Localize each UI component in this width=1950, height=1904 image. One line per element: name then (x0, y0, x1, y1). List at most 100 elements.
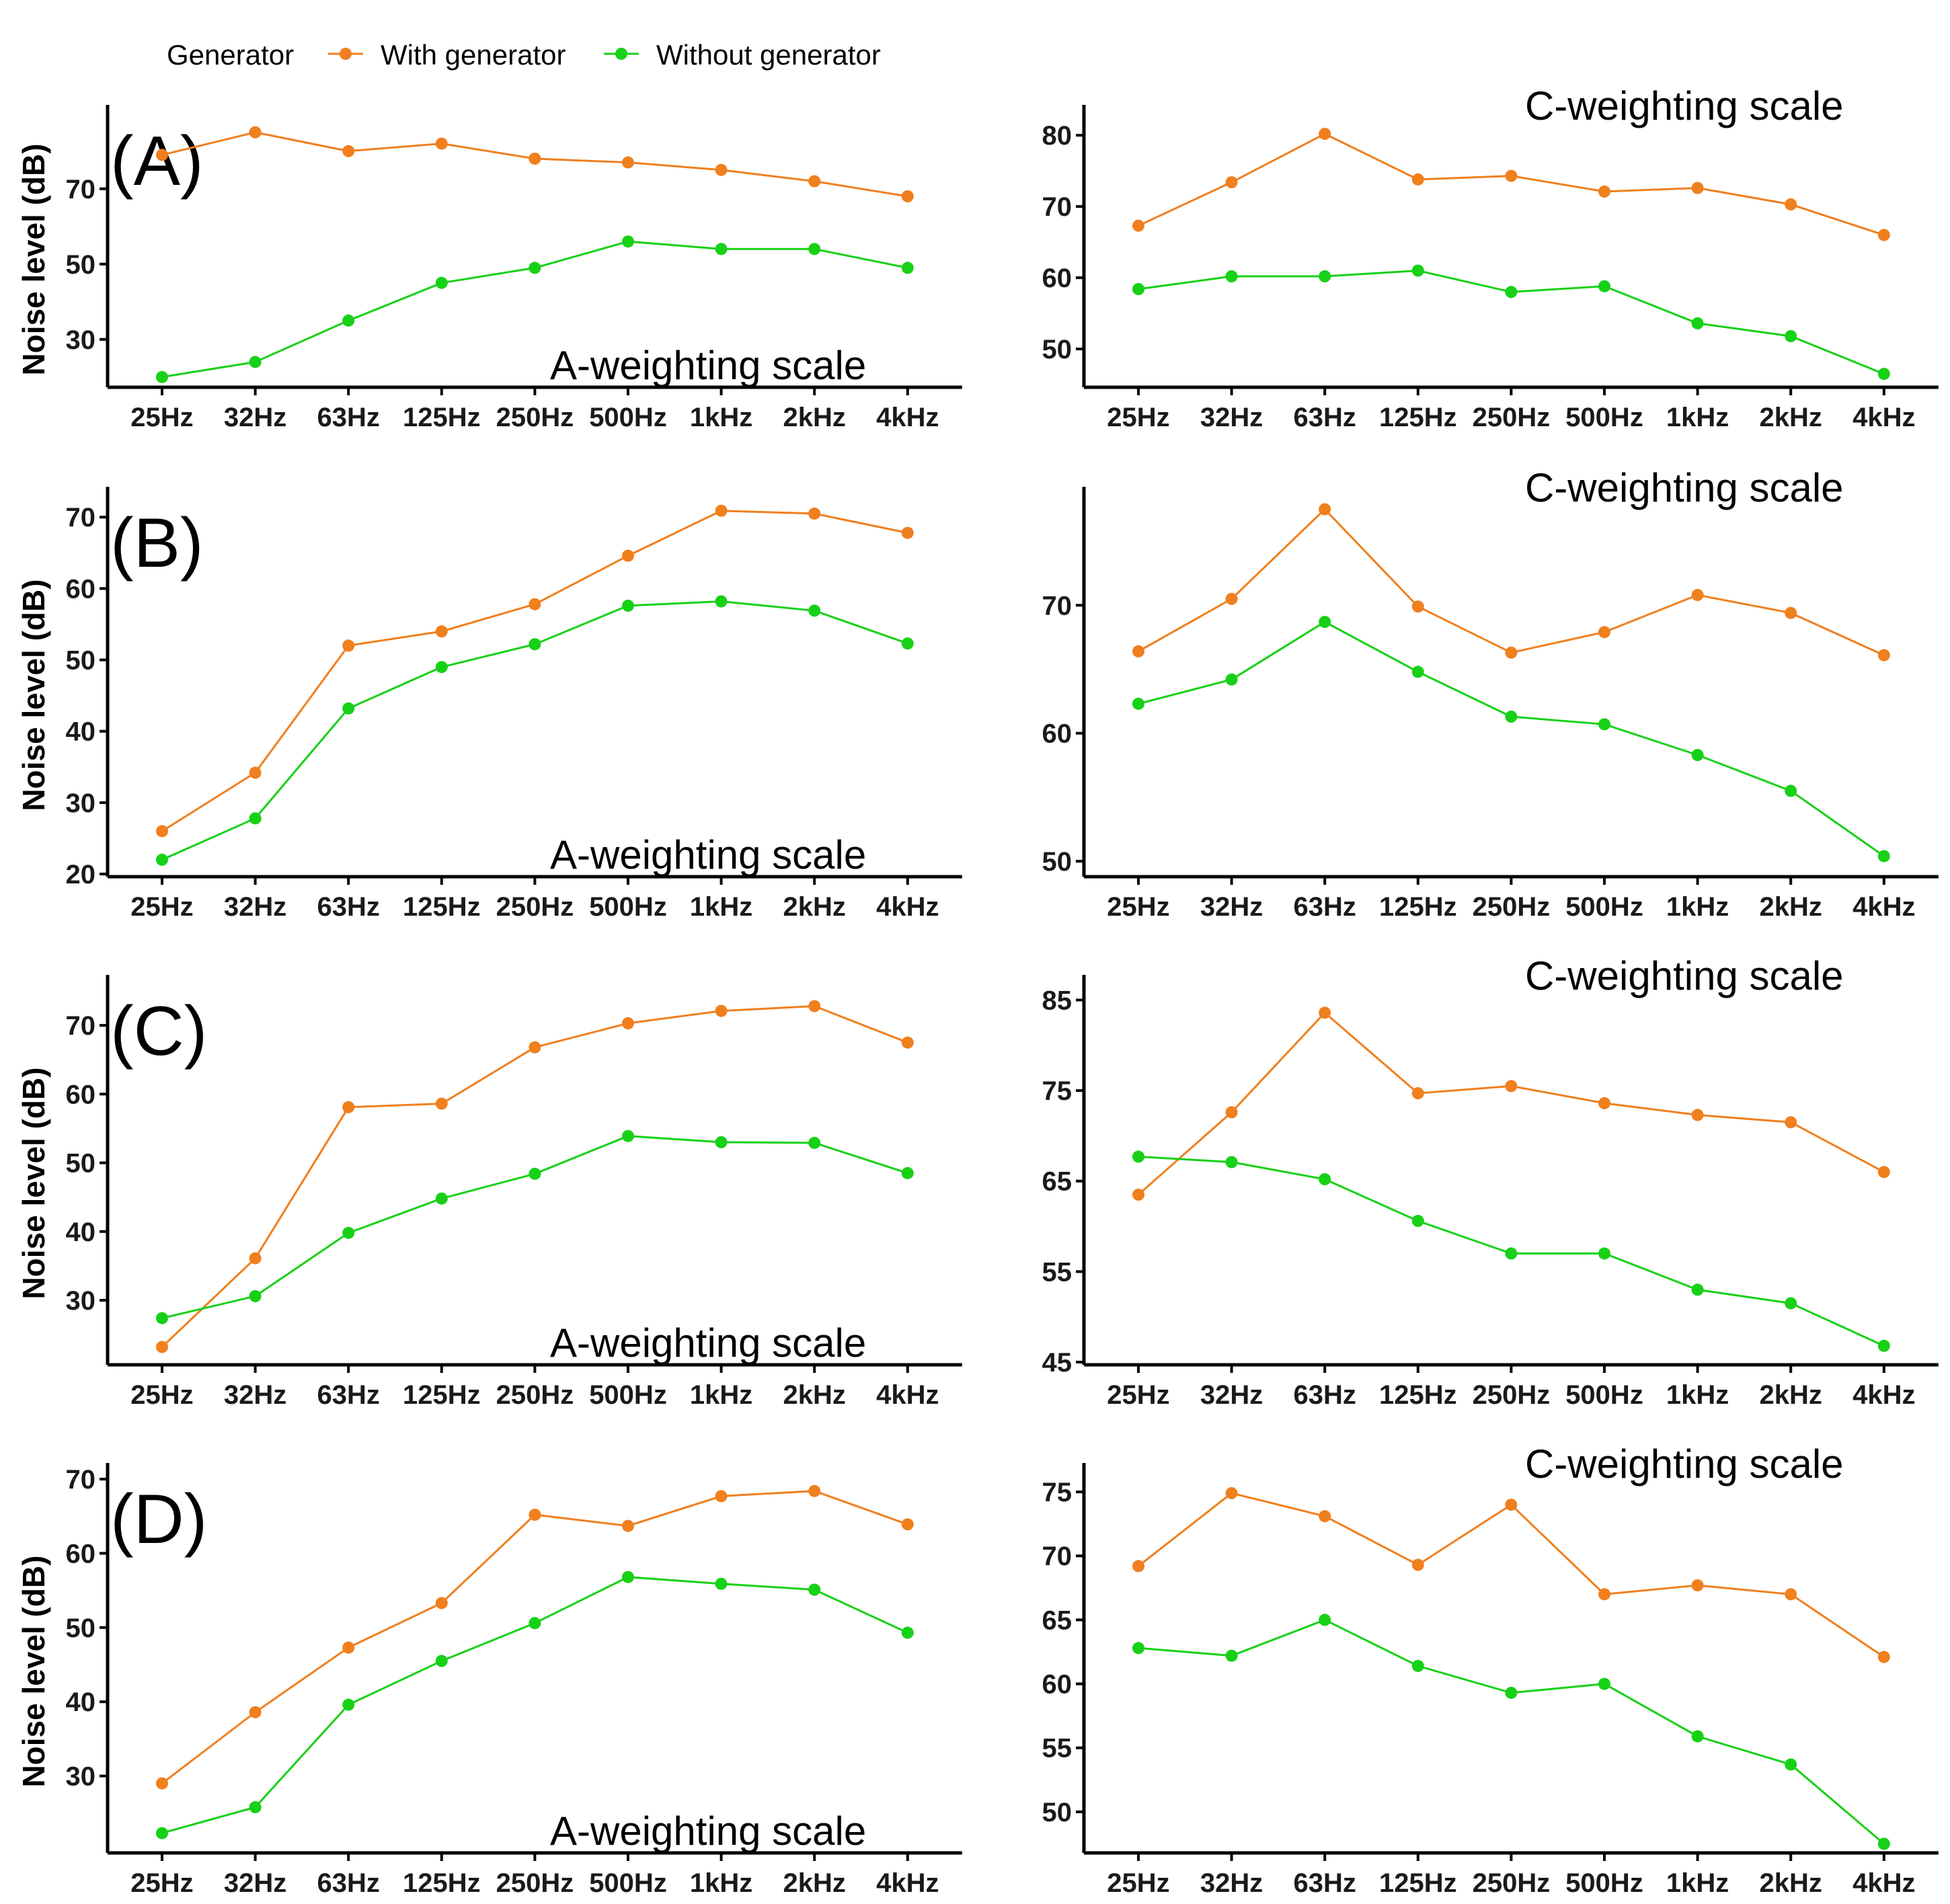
x-tick-label: 1kHz (690, 1380, 752, 1410)
x-tick-label: 25Hz (1107, 1380, 1169, 1410)
x-tick-label: 63Hz (317, 1380, 380, 1410)
data-point-with-generator (808, 175, 821, 188)
y-tick-label: 30 (66, 1286, 96, 1316)
data-point-with-generator (622, 1519, 634, 1532)
data-point-without-generator (808, 604, 821, 617)
data-point-without-generator (529, 1167, 541, 1180)
x-tick-label: 125Hz (403, 1868, 481, 1898)
chart-panel-1: 30 50 70 25Hz 32Hz 63Hz 125Hz 250Hz 500Hz 1kHz 2kH… (16, 105, 962, 432)
x-tick-label: 4kHz (1852, 892, 1915, 922)
series-line-with-generator (161, 1490, 908, 1784)
data-point-with-generator (435, 137, 448, 150)
data-point-with-generator (1877, 1166, 1890, 1179)
data-point-with-generator (622, 156, 634, 169)
x-tick-label: 500Hz (1565, 1380, 1643, 1410)
y-tick-label: 65 (1042, 1605, 1072, 1635)
chart-panel-4: 50 60 70 25Hz 32Hz 63Hz 125Hz 250Hz 500Hz 1kHz 2kH… (1042, 465, 1939, 922)
data-point-with-generator (901, 190, 914, 202)
y-axis-title: Noise level (dB) (16, 579, 51, 811)
data-point-with-generator (1319, 128, 1331, 141)
data-point-without-generator (901, 1166, 914, 1179)
x-tick-label: 63Hz (317, 892, 380, 922)
panel-label: (C) (110, 992, 207, 1070)
x-tick-label: 63Hz (1294, 892, 1356, 922)
y-tick-label: 60 (1042, 1670, 1072, 1700)
data-point-without-generator (1785, 1297, 1797, 1310)
scale-annotation: C-weighting scale (1525, 83, 1844, 128)
y-axis-title: Noise level (dB) (16, 143, 51, 375)
scale-annotation: C-weighting scale (1525, 1441, 1844, 1486)
data-point-with-generator (529, 153, 541, 165)
x-tick-label: 125Hz (403, 403, 481, 432)
x-tick-label: 63Hz (1294, 403, 1356, 432)
x-tick-label: 32Hz (224, 1380, 286, 1410)
data-point-without-generator (1132, 697, 1144, 710)
x-tick-label: 25Hz (130, 403, 193, 432)
data-point-with-generator (1411, 173, 1424, 186)
y-tick-label: 40 (66, 1688, 96, 1717)
data-point-without-generator (622, 1571, 634, 1583)
data-point-without-generator (901, 262, 914, 274)
x-tick-label: 4kHz (876, 892, 939, 922)
data-point-without-generator (715, 1136, 728, 1148)
y-tick-label: 75 (1042, 1076, 1072, 1106)
x-tick-label: 1kHz (690, 1868, 752, 1898)
y-tick-label: 50 (66, 1614, 96, 1643)
data-point-without-generator (1225, 1156, 1238, 1168)
y-axis-title: Noise level (dB) (16, 1555, 51, 1787)
x-tick-label: 25Hz (130, 1868, 193, 1898)
y-tick-label: 70 (66, 175, 96, 204)
data-point-with-generator (342, 639, 355, 652)
chart-panel-6: 45 55 65 75 85 25Hz 32Hz 63Hz 125Hz 250Hz 500Hz 1kH… (1042, 953, 1939, 1410)
x-tick-label: 4kHz (1852, 1380, 1915, 1410)
y-tick-label: 50 (66, 250, 96, 280)
x-tick-label: 500Hz (1565, 403, 1643, 432)
x-tick-label: 125Hz (1379, 1868, 1457, 1898)
y-tick-label: 60 (66, 574, 96, 604)
data-point-with-generator (435, 1597, 448, 1610)
x-tick-label: 500Hz (589, 892, 667, 922)
chart-panel-7: 30 40 50 60 70 25Hz 32Hz 63Hz 125Hz 250Hz 500Hz 1kH… (16, 1463, 962, 1898)
data-point-without-generator (1877, 1339, 1890, 1352)
x-tick-label: 4kHz (876, 1868, 939, 1898)
data-point-with-generator (1598, 185, 1610, 198)
chart-panel-2: 50 60 70 80 25Hz 32Hz 63Hz 125Hz 250Hz 500Hz 1kHz 2… (1042, 83, 1939, 432)
data-point-with-generator (1411, 1558, 1424, 1571)
data-point-without-generator (249, 1290, 262, 1302)
data-point-with-generator (249, 766, 262, 779)
x-tick-label: 125Hz (1379, 1380, 1457, 1410)
data-point-with-generator (249, 126, 262, 138)
data-point-with-generator (1132, 645, 1144, 658)
data-point-without-generator (529, 638, 541, 651)
x-tick-label: 2kHz (783, 1868, 846, 1898)
legend: Generator With generator Without generat… (167, 39, 881, 71)
data-point-without-generator (342, 1698, 355, 1711)
x-tick-label: 125Hz (403, 892, 481, 922)
x-tick-label: 1kHz (1666, 403, 1729, 432)
data-point-without-generator (1411, 666, 1424, 678)
data-point-without-generator (1877, 850, 1890, 863)
data-point-without-generator (156, 1827, 168, 1839)
x-tick-label: 1kHz (1666, 892, 1729, 922)
data-point-without-generator (529, 1617, 541, 1630)
data-point-without-generator (1877, 1837, 1890, 1850)
y-tick-label: 60 (1042, 719, 1072, 749)
y-tick-label: 40 (66, 717, 96, 747)
x-tick-label: 32Hz (224, 892, 286, 922)
series-line-with-generator (1138, 1492, 1885, 1658)
x-tick-label: 2kHz (783, 892, 846, 922)
y-tick-label: 20 (66, 860, 96, 889)
x-tick-label: 250Hz (1473, 403, 1551, 432)
data-point-without-generator (156, 370, 168, 383)
series-line-without-generator (1138, 1618, 1885, 1845)
data-point-with-generator (249, 1252, 262, 1265)
data-point-with-generator (715, 1490, 728, 1503)
panel-label: (A) (110, 122, 204, 200)
x-tick-label: 125Hz (1379, 403, 1457, 432)
data-point-without-generator (1785, 330, 1797, 342)
data-point-without-generator (1319, 616, 1331, 628)
x-tick-label: 2kHz (1760, 403, 1822, 432)
data-point-with-generator (808, 1484, 821, 1497)
y-tick-label: 50 (1042, 847, 1072, 877)
data-point-without-generator (715, 1577, 728, 1590)
